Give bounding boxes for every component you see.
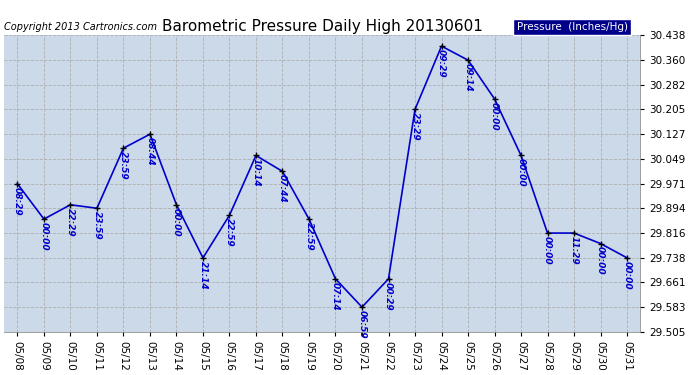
Text: 21:14: 21:14: [199, 261, 208, 289]
Text: 23:29: 23:29: [411, 112, 420, 141]
Text: 00:00: 00:00: [596, 246, 605, 275]
Text: 23:59: 23:59: [119, 151, 128, 180]
Text: 22:59: 22:59: [225, 218, 234, 247]
Text: 00:00: 00:00: [490, 102, 499, 130]
Text: 23:59: 23:59: [92, 211, 101, 240]
Text: 00:00: 00:00: [39, 222, 48, 251]
Text: 09:29: 09:29: [437, 49, 446, 78]
Text: 00:00: 00:00: [172, 207, 181, 236]
Text: 00:29: 00:29: [384, 282, 393, 310]
Text: 00:00: 00:00: [622, 261, 631, 289]
Text: 07:14: 07:14: [331, 282, 340, 310]
Text: Pressure  (Inches/Hg): Pressure (Inches/Hg): [517, 22, 628, 32]
Text: 06:59: 06:59: [357, 310, 366, 339]
Text: 08:44: 08:44: [146, 137, 155, 166]
Text: 22:29: 22:29: [66, 207, 75, 236]
Title: Barometric Pressure Daily High 20130601: Barometric Pressure Daily High 20130601: [161, 19, 483, 34]
Text: 09:14: 09:14: [464, 63, 473, 92]
Text: 07:44: 07:44: [278, 174, 287, 203]
Text: 11:29: 11:29: [569, 236, 578, 264]
Text: Copyright 2013 Cartronics.com: Copyright 2013 Cartronics.com: [4, 22, 157, 32]
Text: 00:00: 00:00: [543, 236, 552, 264]
Text: 10:14: 10:14: [251, 158, 260, 187]
Text: 08:29: 08:29: [13, 187, 22, 215]
Text: 22:59: 22:59: [304, 222, 313, 251]
Text: 00:00: 00:00: [517, 158, 526, 187]
